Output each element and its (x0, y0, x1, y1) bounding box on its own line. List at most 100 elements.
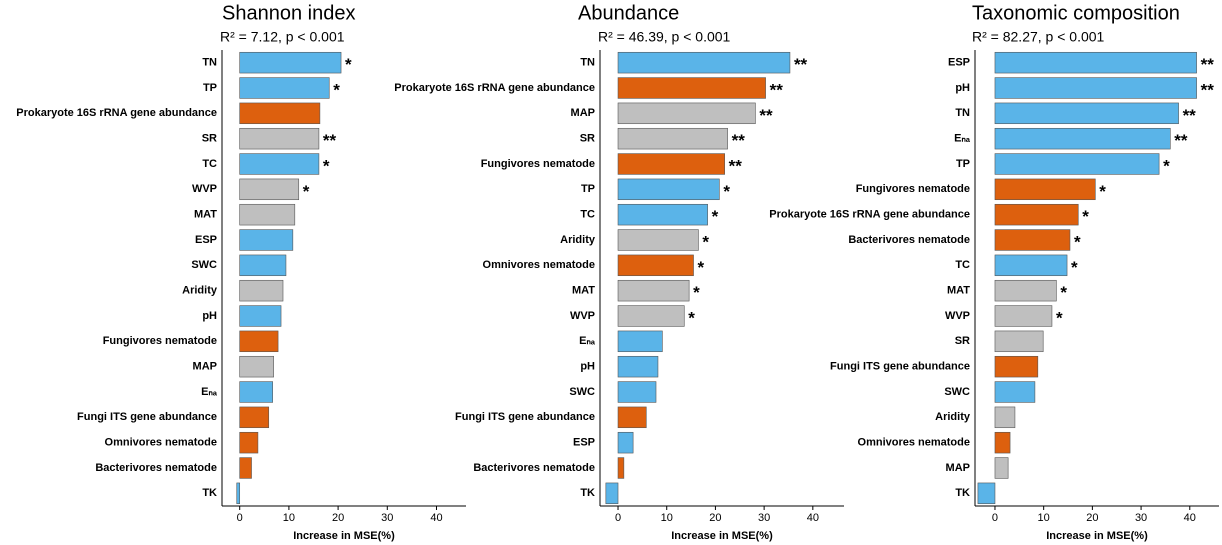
bar (994, 178, 1096, 201)
bar (617, 406, 647, 429)
category-label: pH (202, 310, 217, 322)
bar (239, 77, 330, 99)
bar (617, 305, 685, 327)
bar (239, 431, 259, 454)
x-tick-label: 30 (381, 512, 393, 524)
significance-label: * (698, 258, 705, 277)
significance-label: ** (732, 131, 746, 150)
significance-label: * (712, 207, 719, 226)
bar (239, 254, 287, 277)
x-tick-label: 40 (430, 512, 442, 524)
category-label: Fungivores nematode (856, 183, 970, 195)
category-label: ESP (573, 437, 595, 449)
x-tick-label: 40 (807, 512, 819, 524)
bar (239, 330, 279, 353)
category-label: SWC (569, 386, 595, 398)
significance-label: * (345, 55, 352, 74)
category-label: Prokaryote 16S rRNA gene abundance (394, 82, 595, 94)
category-label: TN (580, 57, 595, 69)
x-tick-label: 30 (1135, 512, 1147, 524)
significance-label: * (333, 80, 340, 99)
significance-label: ** (1183, 106, 1197, 125)
significance-label: ** (1201, 80, 1215, 99)
bar (994, 77, 1197, 99)
category-label: Fungi ITS gene abundance (77, 411, 217, 423)
category-label: Eₙₐ (579, 335, 596, 347)
category-label: Aridity (560, 234, 596, 246)
category-label: MAT (194, 209, 217, 221)
significance-label: * (723, 182, 730, 201)
significance-label: * (1099, 182, 1106, 201)
x-tick-label: 10 (283, 512, 295, 524)
category-label: TP (581, 183, 595, 195)
category-label: Bacterivores nematode (95, 462, 217, 474)
category-label: Fungi ITS gene abundance (830, 361, 970, 373)
category-label: Bacterivores nematode (473, 462, 595, 474)
category-label: Aridity (182, 285, 218, 297)
bar (239, 229, 294, 251)
category-label: SWC (191, 259, 217, 271)
bar (617, 203, 708, 226)
bar (617, 431, 634, 454)
category-label: pH (955, 82, 970, 94)
category-label: TN (955, 107, 970, 119)
bar (239, 457, 252, 479)
bar (239, 279, 284, 302)
category-label: SR (955, 335, 970, 347)
bar (994, 431, 1011, 454)
category-label: TC (202, 158, 217, 170)
significance-label: * (693, 283, 700, 302)
x-axis-label: Increase in MSE(%) (293, 530, 395, 542)
significance-label: * (1060, 283, 1067, 302)
bar (994, 457, 1009, 479)
significance-label: * (1082, 207, 1089, 226)
category-label: Prokaryote 16S rRNA gene abundance (16, 107, 217, 119)
category-label: TK (580, 487, 595, 499)
significance-label: * (1074, 232, 1081, 251)
chart-title: Abundance (578, 2, 679, 24)
x-tick-label: 20 (709, 512, 721, 524)
bar (236, 482, 241, 505)
bar (617, 457, 625, 479)
bar (239, 381, 273, 403)
category-label: ESP (195, 234, 217, 246)
category-label: TN (202, 57, 217, 69)
chart-subtitle: R² = 46.39, p < 0.001 (598, 29, 731, 45)
x-axis-label: Increase in MSE(%) (671, 530, 773, 542)
bar (994, 305, 1053, 327)
bar (617, 279, 690, 302)
bar (994, 406, 1016, 429)
chart-subtitle: R² = 82.27, p < 0.001 (972, 29, 1105, 45)
category-label: Aridity (935, 411, 971, 423)
category-label: MAP (193, 361, 217, 373)
bar (239, 102, 321, 125)
significance-label: ** (794, 55, 808, 74)
chart-title: Taxonomic composition (972, 2, 1180, 24)
x-tick-label: 40 (1184, 512, 1196, 524)
bar (994, 153, 1160, 175)
category-label: TP (956, 158, 970, 170)
bar (617, 355, 659, 378)
bar (994, 229, 1071, 251)
category-label: SWC (944, 386, 970, 398)
category-label: MAP (571, 107, 595, 119)
significance-label: * (1163, 156, 1170, 175)
bar (617, 381, 657, 403)
bar (977, 482, 996, 505)
bar (994, 279, 1057, 302)
x-axis-label: Increase in MSE(%) (1046, 530, 1148, 542)
category-label: pH (580, 361, 595, 373)
significance-label: * (1056, 308, 1063, 327)
bar (994, 127, 1171, 150)
category-label: Fungivores nematode (103, 335, 217, 347)
significance-label: * (702, 232, 709, 251)
bar (239, 406, 270, 429)
category-label: MAT (572, 285, 595, 297)
category-label: Fungivores nematode (481, 158, 595, 170)
bar (994, 102, 1179, 125)
bar (239, 305, 282, 327)
bar (239, 178, 300, 201)
significance-label: ** (759, 106, 773, 125)
category-label: TP (203, 82, 217, 94)
category-label: Bacterivores nematode (848, 234, 970, 246)
